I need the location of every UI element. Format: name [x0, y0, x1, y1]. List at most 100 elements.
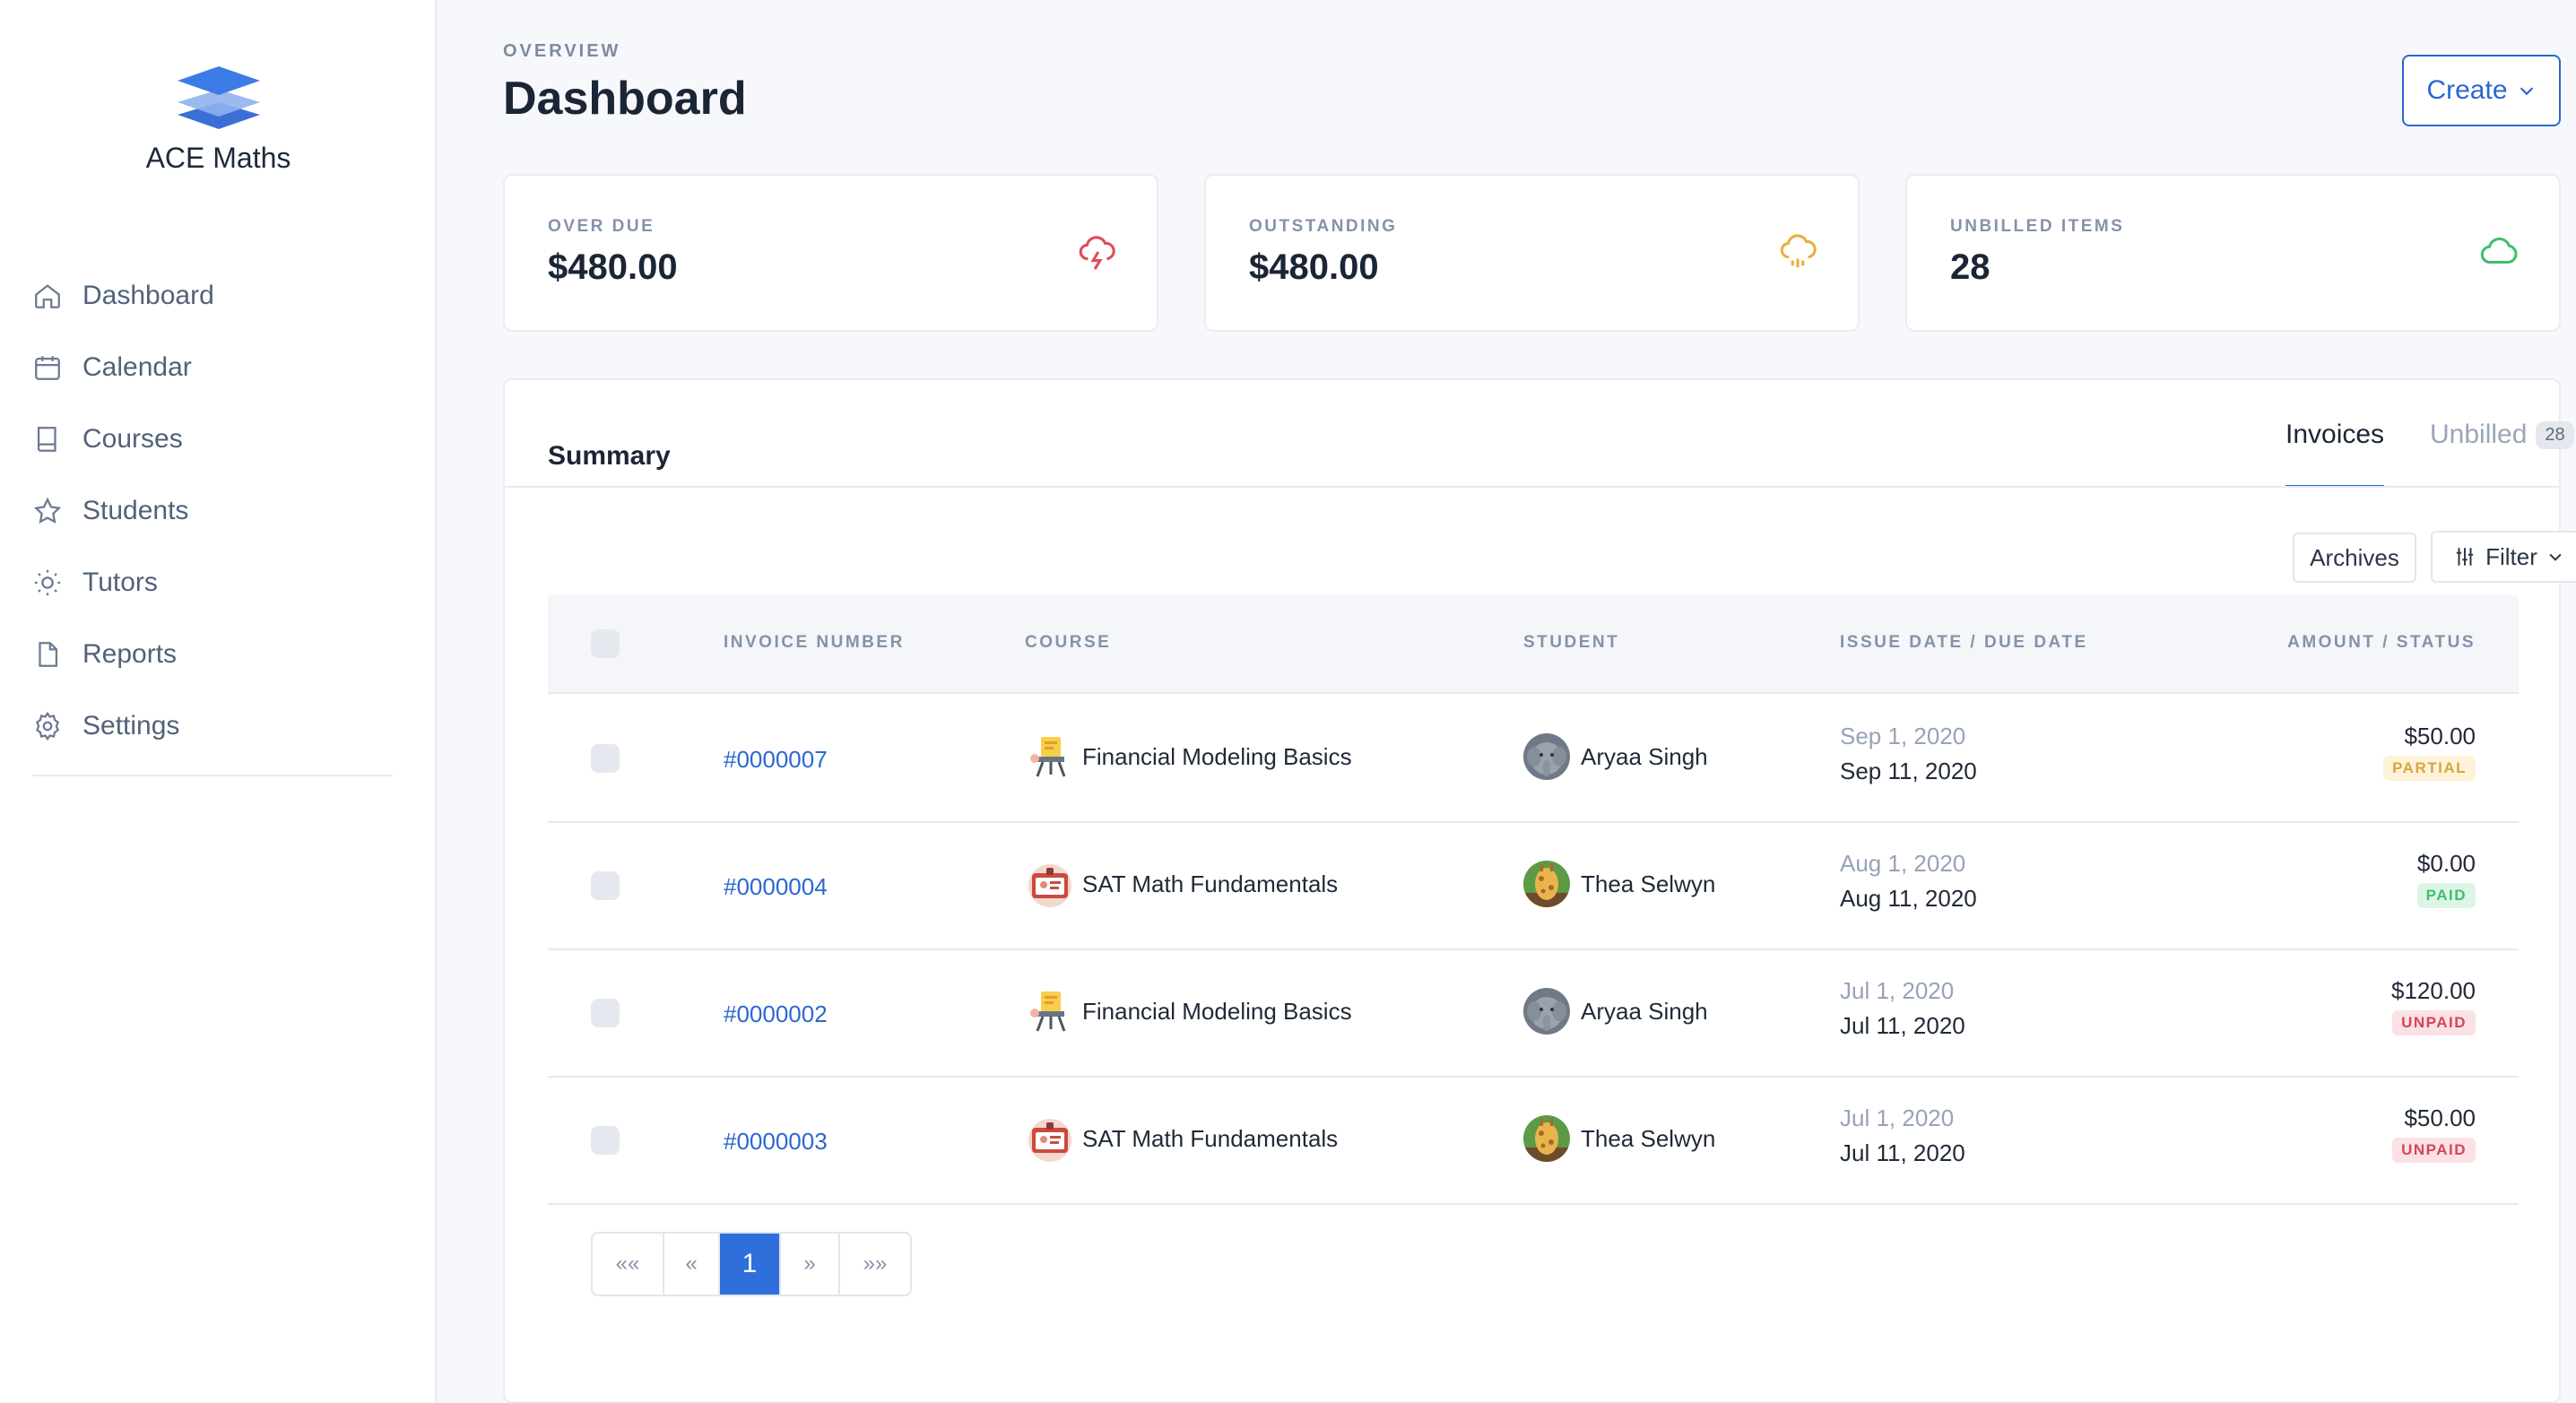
amount-cell: $50.00 PARTIAL [2383, 723, 2476, 781]
table-row[interactable]: #0000003 SAT Math Fundamentals Thea Selw… [548, 1078, 2519, 1205]
table-header: INVOICE NUMBER COURSE STUDENT ISSUE DATE… [548, 595, 2519, 694]
dates-cell: Sep 1, 2020 Sep 11, 2020 [1840, 723, 1977, 785]
dates-cell: Aug 1, 2020 Aug 11, 2020 [1840, 850, 1977, 913]
row-checkbox[interactable] [591, 744, 620, 773]
last-page-button[interactable]: »» [863, 1251, 888, 1276]
sidebar-item-label: Reports [82, 639, 178, 669]
course-cell: Financial Modeling Basics [1025, 986, 1352, 1036]
sidebar-item-label: Students [82, 496, 189, 525]
filter-button[interactable]: Filter [2431, 531, 2576, 583]
table-row[interactable]: #0000002 Financial Modeling Basics Aryaa… [548, 950, 2519, 1078]
next-page-button[interactable]: » [781, 1234, 840, 1295]
sidebar-item-label: Courses [82, 424, 183, 454]
sidebar-item-courses[interactable]: Courses [32, 403, 393, 475]
thunderstorm-icon [1076, 231, 1117, 273]
archives-button[interactable]: Archives [2293, 533, 2416, 583]
pagination: «« « 1 » »» [591, 1232, 912, 1296]
issue-date: Jul 1, 2020 [1840, 1104, 1955, 1131]
course-name: Financial Modeling Basics [1082, 742, 1352, 770]
stat-label: OVER DUE [548, 217, 655, 236]
chevron-down-icon [2520, 87, 2533, 96]
stat-card-unbilled: UNBILLED ITEMS 28 [1905, 174, 2561, 332]
tab-unbilled[interactable]: Unbilled 28 [2430, 420, 2574, 450]
stat-label: UNBILLED ITEMS [1950, 217, 2125, 236]
create-button-label: Create [2426, 75, 2508, 105]
column-header-dates[interactable]: ISSUE DATE / DUE DATE [1840, 633, 2088, 652]
rain-cloud-icon [1777, 231, 1818, 273]
chevron-down-icon [2549, 553, 2562, 561]
column-header-amount[interactable]: AMOUNT / STATUS [2287, 633, 2476, 652]
elephant-avatar [1523, 988, 1570, 1035]
status-badge: UNPAID [2392, 1010, 2476, 1035]
page-title: Dashboard [503, 73, 747, 125]
student-cell: Aryaa Singh [1523, 988, 1708, 1035]
page-number-button[interactable]: 1 [720, 1234, 781, 1295]
tab-invoices-label: Invoices [2285, 420, 2385, 449]
previous-page-button[interactable]: « [664, 1234, 720, 1295]
course-name: Financial Modeling Basics [1082, 997, 1352, 1025]
course-name: SAT Math Fundamentals [1082, 1124, 1339, 1152]
summary-panel: Summary Invoices Unbilled 28 Archives Fi… [503, 378, 2576, 1403]
unbilled-count-badge: 28 [2536, 420, 2574, 449]
sidebar-item-label: Calendar [82, 352, 192, 382]
student-cell: Thea Selwyn [1523, 861, 1715, 907]
giraffe-avatar [1523, 1115, 1570, 1162]
column-header-student[interactable]: STUDENT [1523, 633, 1620, 652]
status-badge: PARTIAL [2383, 756, 2476, 781]
sidebar-item-reports[interactable]: Reports [32, 619, 393, 690]
first-page-button[interactable]: «« [593, 1234, 664, 1295]
amount-value: $120.00 [2391, 977, 2476, 1004]
filter-button-label: Filter [2485, 542, 2537, 570]
star-icon [32, 496, 63, 526]
sidebar: ACE Maths Dashboard Calendar Courses Stu… [0, 0, 437, 1403]
invoice-number-link[interactable]: #0000002 [724, 1000, 828, 1027]
easel-icon [1025, 732, 1075, 782]
giraffe-avatar [1523, 861, 1570, 907]
row-checkbox[interactable] [591, 871, 620, 900]
status-badge: UNPAID [2392, 1138, 2476, 1163]
id-card-icon [1025, 859, 1075, 909]
student-cell: Thea Selwyn [1523, 1115, 1715, 1162]
sidebar-item-calendar[interactable]: Calendar [32, 332, 393, 403]
stacked-layers-logo-icon [177, 66, 260, 129]
due-date: Jul 11, 2020 [1840, 1012, 1965, 1039]
student-name: Thea Selwyn [1581, 870, 1716, 897]
stat-value: $480.00 [1249, 247, 1379, 287]
due-date: Jul 11, 2020 [1840, 1139, 1965, 1166]
row-checkbox[interactable] [591, 1126, 620, 1155]
issue-date: Sep 1, 2020 [1840, 723, 1966, 749]
row-checkbox[interactable] [591, 999, 620, 1027]
cloud-icon [2478, 231, 2520, 273]
create-button[interactable]: Create [2402, 55, 2561, 126]
brand-name: ACE Maths [145, 142, 291, 174]
status-badge: PAID [2416, 883, 2476, 908]
invoice-number-link[interactable]: #0000003 [724, 1128, 828, 1155]
student-name: Aryaa Singh [1581, 742, 1708, 770]
select-all-checkbox[interactable] [591, 629, 620, 658]
tab-invoices[interactable]: Invoices [2285, 420, 2385, 488]
sidebar-item-students[interactable]: Students [32, 475, 393, 547]
sidebar-item-settings[interactable]: Settings [32, 690, 393, 762]
id-card-icon [1025, 1113, 1075, 1164]
brand[interactable]: ACE Maths [0, 63, 437, 175]
student-cell: Aryaa Singh [1523, 733, 1708, 780]
amount-value: $0.00 [2416, 850, 2476, 877]
table-row[interactable]: #0000004 SAT Math Fundamentals Thea Selw… [548, 823, 2519, 950]
table-row[interactable]: #0000007 Financial Modeling Basics Aryaa… [548, 696, 2519, 823]
book-icon [32, 424, 63, 455]
stat-value: 28 [1950, 247, 1991, 287]
sidebar-item-dashboard[interactable]: Dashboard [32, 260, 393, 332]
student-name: Thea Selwyn [1581, 1124, 1716, 1152]
sidebar-item-tutors[interactable]: Tutors [32, 547, 393, 619]
home-icon [32, 281, 63, 311]
invoice-number-link[interactable]: #0000007 [724, 746, 828, 773]
amount-cell: $120.00 UNPAID [2391, 977, 2476, 1035]
page-eyebrow: OVERVIEW [503, 41, 621, 61]
dates-cell: Jul 1, 2020 Jul 11, 2020 [1840, 977, 1965, 1040]
invoice-number-link[interactable]: #0000004 [724, 873, 828, 900]
column-header-course[interactable]: COURSE [1025, 633, 1112, 652]
archives-button-label: Archives [2310, 543, 2399, 571]
column-header-invoice-number[interactable]: INVOICE NUMBER [724, 633, 905, 652]
due-date: Aug 11, 2020 [1840, 885, 1977, 912]
calendar-icon [32, 352, 63, 383]
